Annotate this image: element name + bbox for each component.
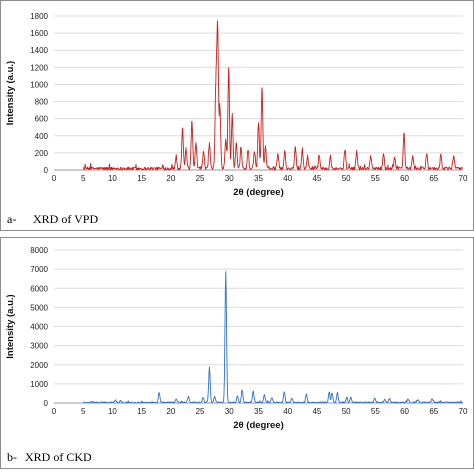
y-axis-title: Intensity (a.u.) [5,294,16,358]
x-tick-label: 10 [108,174,117,183]
x-tick-label: 20 [166,174,175,183]
y-tick-label: 1800 [30,12,48,21]
x-tick-label: 30 [225,174,234,183]
xrd-trace-line [83,271,464,404]
x-tick-label: 65 [429,407,438,416]
xrd-trace-line [82,20,464,171]
panel-a-caption-prefix: a- [7,212,17,226]
panel-b-caption-row: b- XRD of CKD [0,446,474,469]
y-tick-label: 4000 [30,323,48,332]
x-tick-label: 40 [283,174,292,183]
x-tick-label: 15 [137,407,146,416]
x-tick-label: 50 [342,174,351,183]
x-tick-label: 45 [312,407,321,416]
x-axis-title: 2θ (degree) [233,420,284,431]
x-tick-label: 60 [400,174,409,183]
panel-a-caption-row: a- XRD of VPD [0,208,474,231]
y-tick-label: 1600 [30,29,48,38]
y-tick-label: 1400 [30,46,48,55]
y-tick-label: 1000 [30,380,48,389]
x-tick-label: 35 [254,407,263,416]
y-tick-label: 600 [35,115,49,124]
y-tick-label: 5000 [30,303,48,312]
x-tick-label: 70 [459,407,468,416]
x-axis-title: 2θ (degree) [233,187,284,198]
panel-a-caption: XRD of VPD [33,212,99,226]
x-tick-label: 0 [52,174,57,183]
y-tick-label: 6000 [30,284,48,293]
panel-b-caption-prefix: b- [7,450,17,464]
y-tick-label: 800 [35,98,49,107]
panel-a-frame [0,0,474,209]
y-tick-label: 3000 [30,342,48,351]
x-tick-label: 15 [137,174,146,183]
x-tick-label: 45 [312,174,321,183]
x-tick-label: 50 [342,407,351,416]
y-tick-label: 2000 [30,361,48,370]
xrd-chart-vpd: 0 200 400 600 800 1000 1200 1400 1600 1800 0 5 10 15 2… [5,12,468,198]
y-tick-label: 1000 [30,80,48,89]
y-tick-label: 400 [35,132,49,141]
x-tick-label: 35 [254,174,263,183]
y-axis-title: Intensity (a.u.) [5,61,16,125]
x-tick-label: 55 [371,174,380,183]
y-tick-label: 200 [35,149,49,158]
y-tick-label: 1200 [30,63,48,72]
x-tick-label: 0 [52,407,57,416]
y-tick-label: 7000 [30,265,48,274]
y-tick-label: 8000 [30,246,48,255]
x-tick-label: 10 [108,407,117,416]
y-tick-label: 0 [44,399,49,408]
x-tick-label: 5 [81,407,86,416]
x-tick-label: 60 [400,407,409,416]
x-tick-label: 20 [166,407,175,416]
x-tick-label: 30 [225,407,234,416]
x-tick-label: 5 [81,174,86,183]
x-tick-label: 70 [459,174,468,183]
x-tick-label: 25 [196,174,205,183]
panel-b-frame [0,237,474,447]
panel-b-caption: XRD of CKD [25,450,92,464]
x-tick-label: 25 [196,407,205,416]
y-tick-label: 0 [44,166,49,175]
xrd-chart-ckd: 0 1000 2000 3000 4000 5000 6000 7000 8000 0 5 10 15 2… [5,246,468,431]
x-tick-label: 40 [283,407,292,416]
x-tick-label: 65 [429,174,438,183]
x-tick-label: 55 [371,407,380,416]
